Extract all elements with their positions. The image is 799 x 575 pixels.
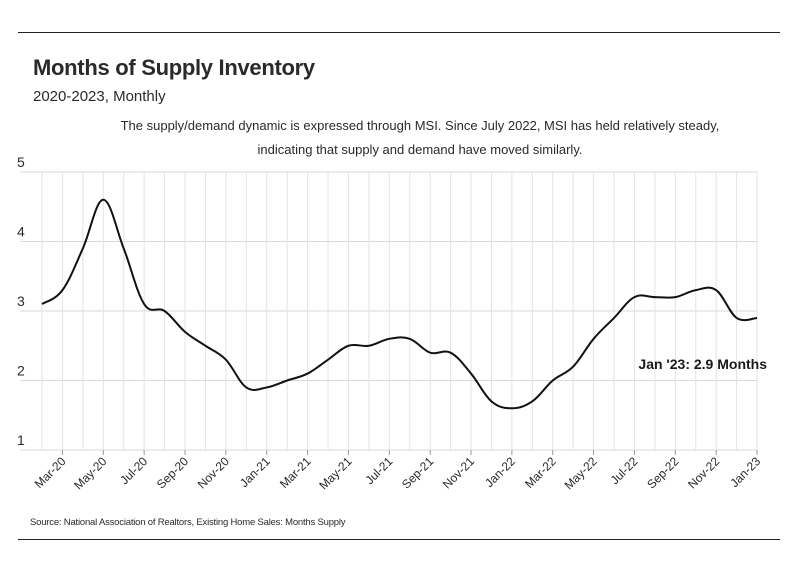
x-tick-label: Jul-22	[608, 454, 641, 487]
x-tick-label: Nov-22	[685, 454, 722, 491]
x-tick-label: Jul-21	[362, 454, 395, 487]
x-tick-label: Jan-21	[237, 454, 273, 490]
x-tick-label: Nov-21	[440, 454, 477, 491]
x-tick-label: Mar-20	[32, 454, 69, 491]
x-tick-label: Jul-20	[117, 454, 150, 487]
x-tick-label: Sep-22	[644, 454, 681, 491]
x-tick-label: Nov-20	[195, 454, 232, 491]
x-tick-label: Jan-23	[727, 454, 763, 490]
x-tick-label: May-20	[71, 454, 109, 492]
last-value-annotation: Jan '23: 2.9 Months	[638, 356, 767, 372]
x-tick-label: Jan-22	[482, 454, 518, 490]
x-tick-label: Mar-22	[522, 454, 559, 491]
top-rule	[18, 32, 780, 33]
series-group	[41, 198, 758, 410]
x-tick-label: May-21	[316, 454, 354, 492]
y-tick-label: 4	[17, 224, 25, 240]
y-tick-label: 1	[17, 432, 25, 448]
y-tick-label: 2	[17, 363, 25, 379]
x-axis-ticks: Mar-20 May-20 Jul-20 Sep-20 Nov-20 Jan-21 Mar-…	[32, 450, 763, 492]
x-tick-label: Mar-21	[277, 454, 314, 491]
chart-subtitle: 2020-2023, Monthly	[33, 88, 166, 105]
y-tick-label: 3	[17, 293, 25, 309]
source-note: Source: National Association of Realtors…	[30, 517, 346, 528]
grid	[20, 171, 758, 451]
x-tick-label: Sep-20	[154, 454, 191, 491]
x-tick-label: May-22	[562, 454, 600, 492]
y-axis-ticks: 1 2 3 4 5	[17, 154, 25, 448]
msi-series-line	[41, 198, 758, 410]
x-tick-label: Sep-21	[399, 454, 436, 491]
chart-title: Months of Supply Inventory	[33, 55, 315, 80]
y-tick-label: 5	[17, 154, 25, 170]
chart-note: The supply/demand dynamic is expressed t…	[120, 118, 720, 157]
bottom-rule	[18, 539, 780, 540]
